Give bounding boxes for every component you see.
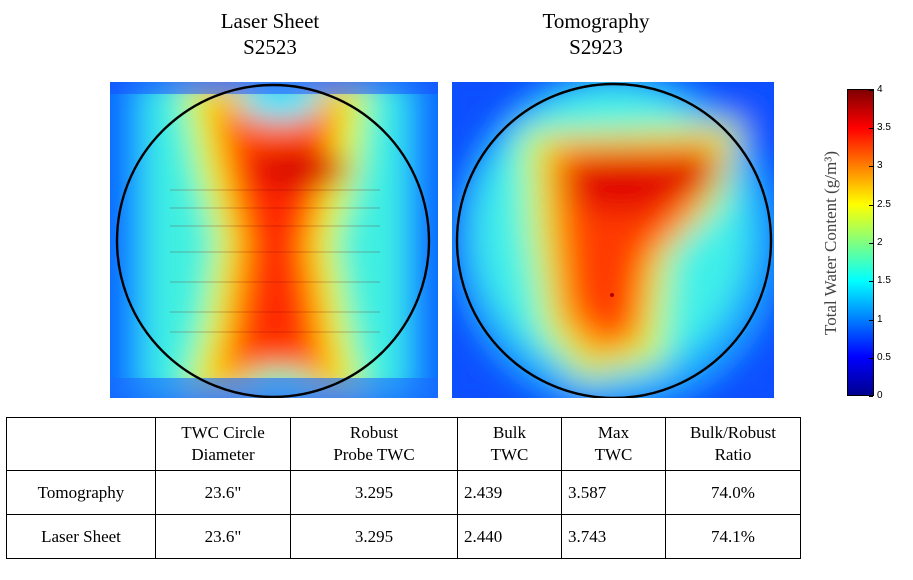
cell-max: 3.743 [561,514,666,559]
colorbar-label-text: Total Water Content (g/m³) [821,151,840,335]
colorbar-gradient [847,89,874,396]
colorbar-tick: 0 [869,391,883,401]
colorbar-tick: 0.5 [869,353,891,363]
header-cell-empty [6,417,156,471]
twc-circle-tomography [455,82,773,398]
header-cell-ratio: Bulk/Robust Ratio [665,417,801,471]
tomography-title: Tomography S2923 [496,8,696,60]
colorbar-tick: 1 [869,315,883,325]
row-label: Tomography [6,470,156,515]
colorbar-tick: 2 [869,238,883,248]
header-cell-bulk: Bulk TWC [457,417,562,471]
laser-sheet-title: Laser Sheet S2523 [170,8,370,60]
tomography-heatmap [452,82,774,398]
colorbar-tick: 2.5 [869,200,891,210]
table-header-row: TWC Circle Diameter Robust Probe TWC Bulk T… [6,417,801,471]
colorbar-tick: 4 [869,85,883,95]
header-cell-max: Max TWC [561,417,666,471]
colorbar-tick: 3.5 [869,123,891,133]
tomography-title-text: Tomography [542,9,650,33]
twc-circle-laser [115,83,431,398]
table-row: Tomography 23.6" 3.295 2.439 3.587 74.0% [6,470,801,515]
row-label: Laser Sheet [6,514,156,559]
cell-ratio: 74.0% [665,470,801,515]
cell-robust: 3.295 [290,514,458,559]
colorbar-tick: 1.5 [869,276,891,286]
header-cell-diameter: TWC Circle Diameter [155,417,291,471]
cell-diameter: 23.6" [155,470,291,515]
tomography-subtitle: S2923 [569,35,623,59]
cell-max: 3.587 [561,470,666,515]
cell-diameter: 23.6" [155,514,291,559]
laser-sheet-heatmap [110,82,438,398]
cell-ratio: 74.1% [665,514,801,559]
table-row: Laser Sheet 23.6" 3.295 2.440 3.743 74.1… [6,514,801,559]
twc-comparison-table: TWC Circle Diameter Robust Probe TWC Bulk T… [6,417,801,559]
colorbar: 4 3.5 3 2.5 2 1.5 1 0.5 0 [847,85,891,401]
cell-bulk: 2.440 [457,514,562,559]
laser-sheet-title-text: Laser Sheet [220,9,320,33]
colorbar-tick: 3 [869,161,883,171]
laser-sheet-subtitle: S2523 [243,35,297,59]
header-cell-robust: Robust Probe TWC [290,417,458,471]
cell-robust: 3.295 [290,470,458,515]
cell-bulk: 2.439 [457,470,562,515]
